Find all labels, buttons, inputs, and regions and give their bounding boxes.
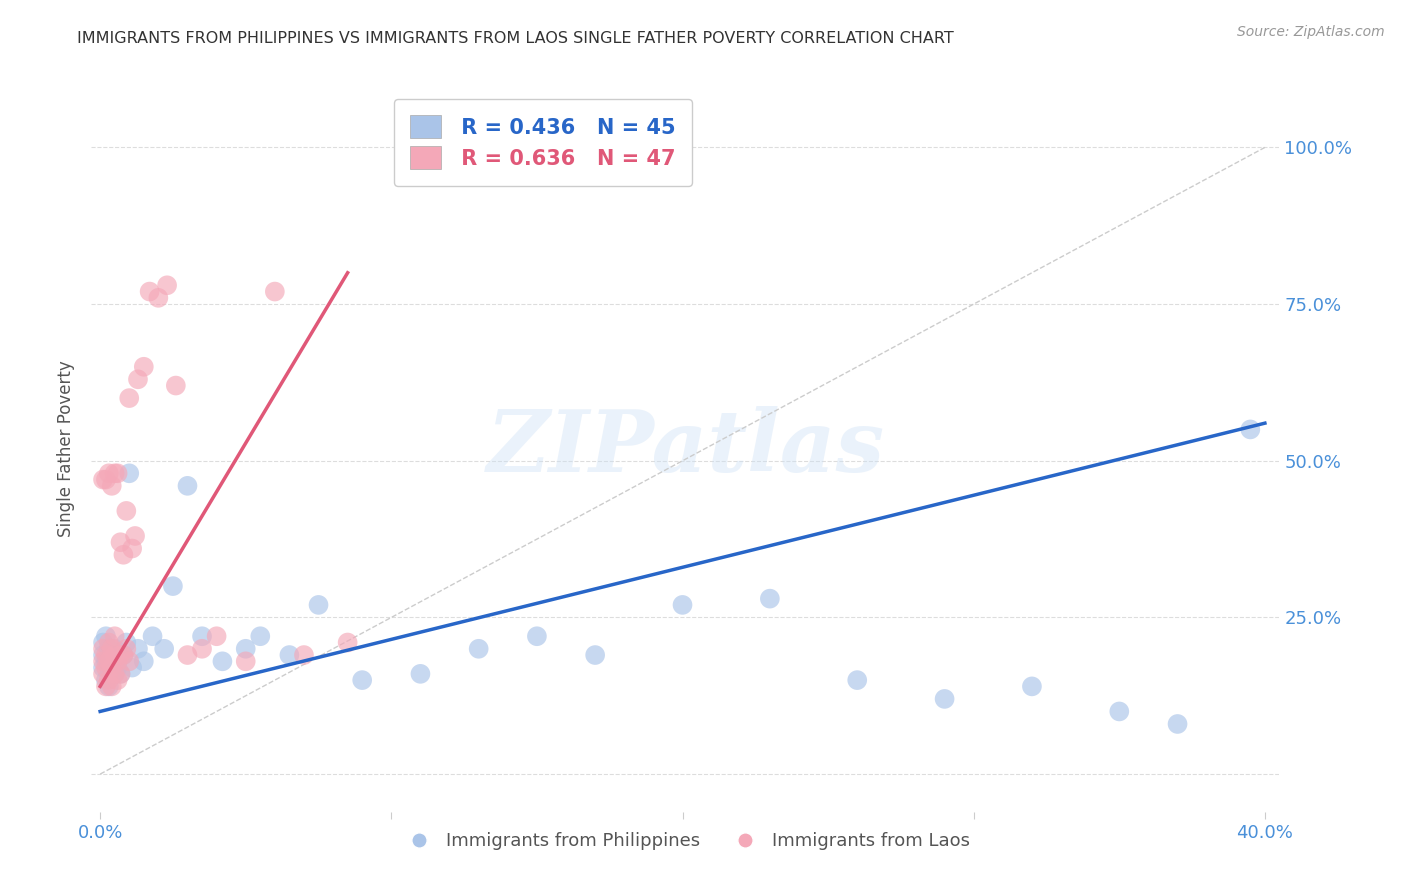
Point — [176, 648, 198, 662]
Point — [138, 285, 160, 299]
Point — [94, 648, 117, 662]
Point — [132, 654, 155, 668]
Point — [162, 579, 184, 593]
Point — [205, 629, 228, 643]
Point — [846, 673, 869, 687]
Point — [249, 629, 271, 643]
Point — [97, 654, 120, 668]
Point — [278, 648, 301, 662]
Point — [112, 548, 135, 562]
Point — [115, 504, 138, 518]
Point — [91, 648, 114, 662]
Point — [91, 660, 114, 674]
Text: Source: ZipAtlas.com: Source: ZipAtlas.com — [1237, 25, 1385, 39]
Point — [110, 666, 132, 681]
Legend: Immigrants from Philippines, Immigrants from Laos: Immigrants from Philippines, Immigrants … — [394, 825, 977, 857]
Point — [97, 673, 120, 687]
Point — [467, 641, 489, 656]
Point — [409, 666, 432, 681]
Point — [124, 529, 146, 543]
Point — [352, 673, 374, 687]
Point — [235, 654, 257, 668]
Point — [100, 654, 122, 668]
Point — [211, 654, 233, 668]
Y-axis label: Single Father Poverty: Single Father Poverty — [58, 359, 76, 537]
Point — [127, 641, 149, 656]
Point — [97, 467, 120, 481]
Point — [94, 679, 117, 693]
Point — [104, 648, 127, 662]
Point — [91, 473, 114, 487]
Point — [118, 467, 141, 481]
Point — [100, 648, 122, 662]
Point — [107, 467, 129, 481]
Point — [191, 641, 214, 656]
Point — [110, 648, 132, 662]
Point — [107, 660, 129, 674]
Point — [112, 648, 135, 662]
Point — [94, 654, 117, 668]
Point — [1108, 705, 1130, 719]
Point — [583, 648, 606, 662]
Point — [97, 635, 120, 649]
Point — [263, 285, 285, 299]
Point — [121, 660, 143, 674]
Point — [110, 535, 132, 549]
Point — [104, 467, 127, 481]
Point — [132, 359, 155, 374]
Point — [94, 673, 117, 687]
Point — [934, 692, 956, 706]
Point — [759, 591, 782, 606]
Point — [91, 666, 114, 681]
Point — [100, 641, 122, 656]
Point — [118, 654, 141, 668]
Point — [104, 629, 127, 643]
Point — [148, 291, 170, 305]
Point — [153, 641, 176, 656]
Point — [110, 666, 132, 681]
Point — [176, 479, 198, 493]
Point — [1239, 422, 1261, 436]
Point — [292, 648, 315, 662]
Point — [107, 673, 129, 687]
Text: IMMIGRANTS FROM PHILIPPINES VS IMMIGRANTS FROM LAOS SINGLE FATHER POVERTY CORREL: IMMIGRANTS FROM PHILIPPINES VS IMMIGRANT… — [77, 31, 955, 46]
Point — [115, 635, 138, 649]
Point — [671, 598, 693, 612]
Point — [235, 641, 257, 656]
Point — [107, 654, 129, 668]
Point — [104, 666, 127, 681]
Point — [165, 378, 187, 392]
Point — [104, 666, 127, 681]
Point — [191, 629, 214, 643]
Point — [91, 654, 114, 668]
Point — [141, 629, 163, 643]
Point — [94, 473, 117, 487]
Point — [308, 598, 330, 612]
Point — [91, 635, 114, 649]
Point — [112, 648, 135, 662]
Text: ZIPatlas: ZIPatlas — [486, 407, 884, 490]
Point — [104, 641, 127, 656]
Point — [94, 660, 117, 674]
Point — [121, 541, 143, 556]
Point — [156, 278, 179, 293]
Point — [94, 629, 117, 643]
Point — [100, 679, 122, 693]
Point — [526, 629, 548, 643]
Point — [97, 660, 120, 674]
Point — [100, 479, 122, 493]
Point — [1167, 717, 1189, 731]
Point — [91, 641, 114, 656]
Point — [336, 635, 359, 649]
Point — [118, 391, 141, 405]
Point — [100, 660, 122, 674]
Point — [127, 372, 149, 386]
Point — [97, 679, 120, 693]
Point — [1021, 679, 1043, 693]
Point — [107, 648, 129, 662]
Point — [97, 641, 120, 656]
Point — [115, 641, 138, 656]
